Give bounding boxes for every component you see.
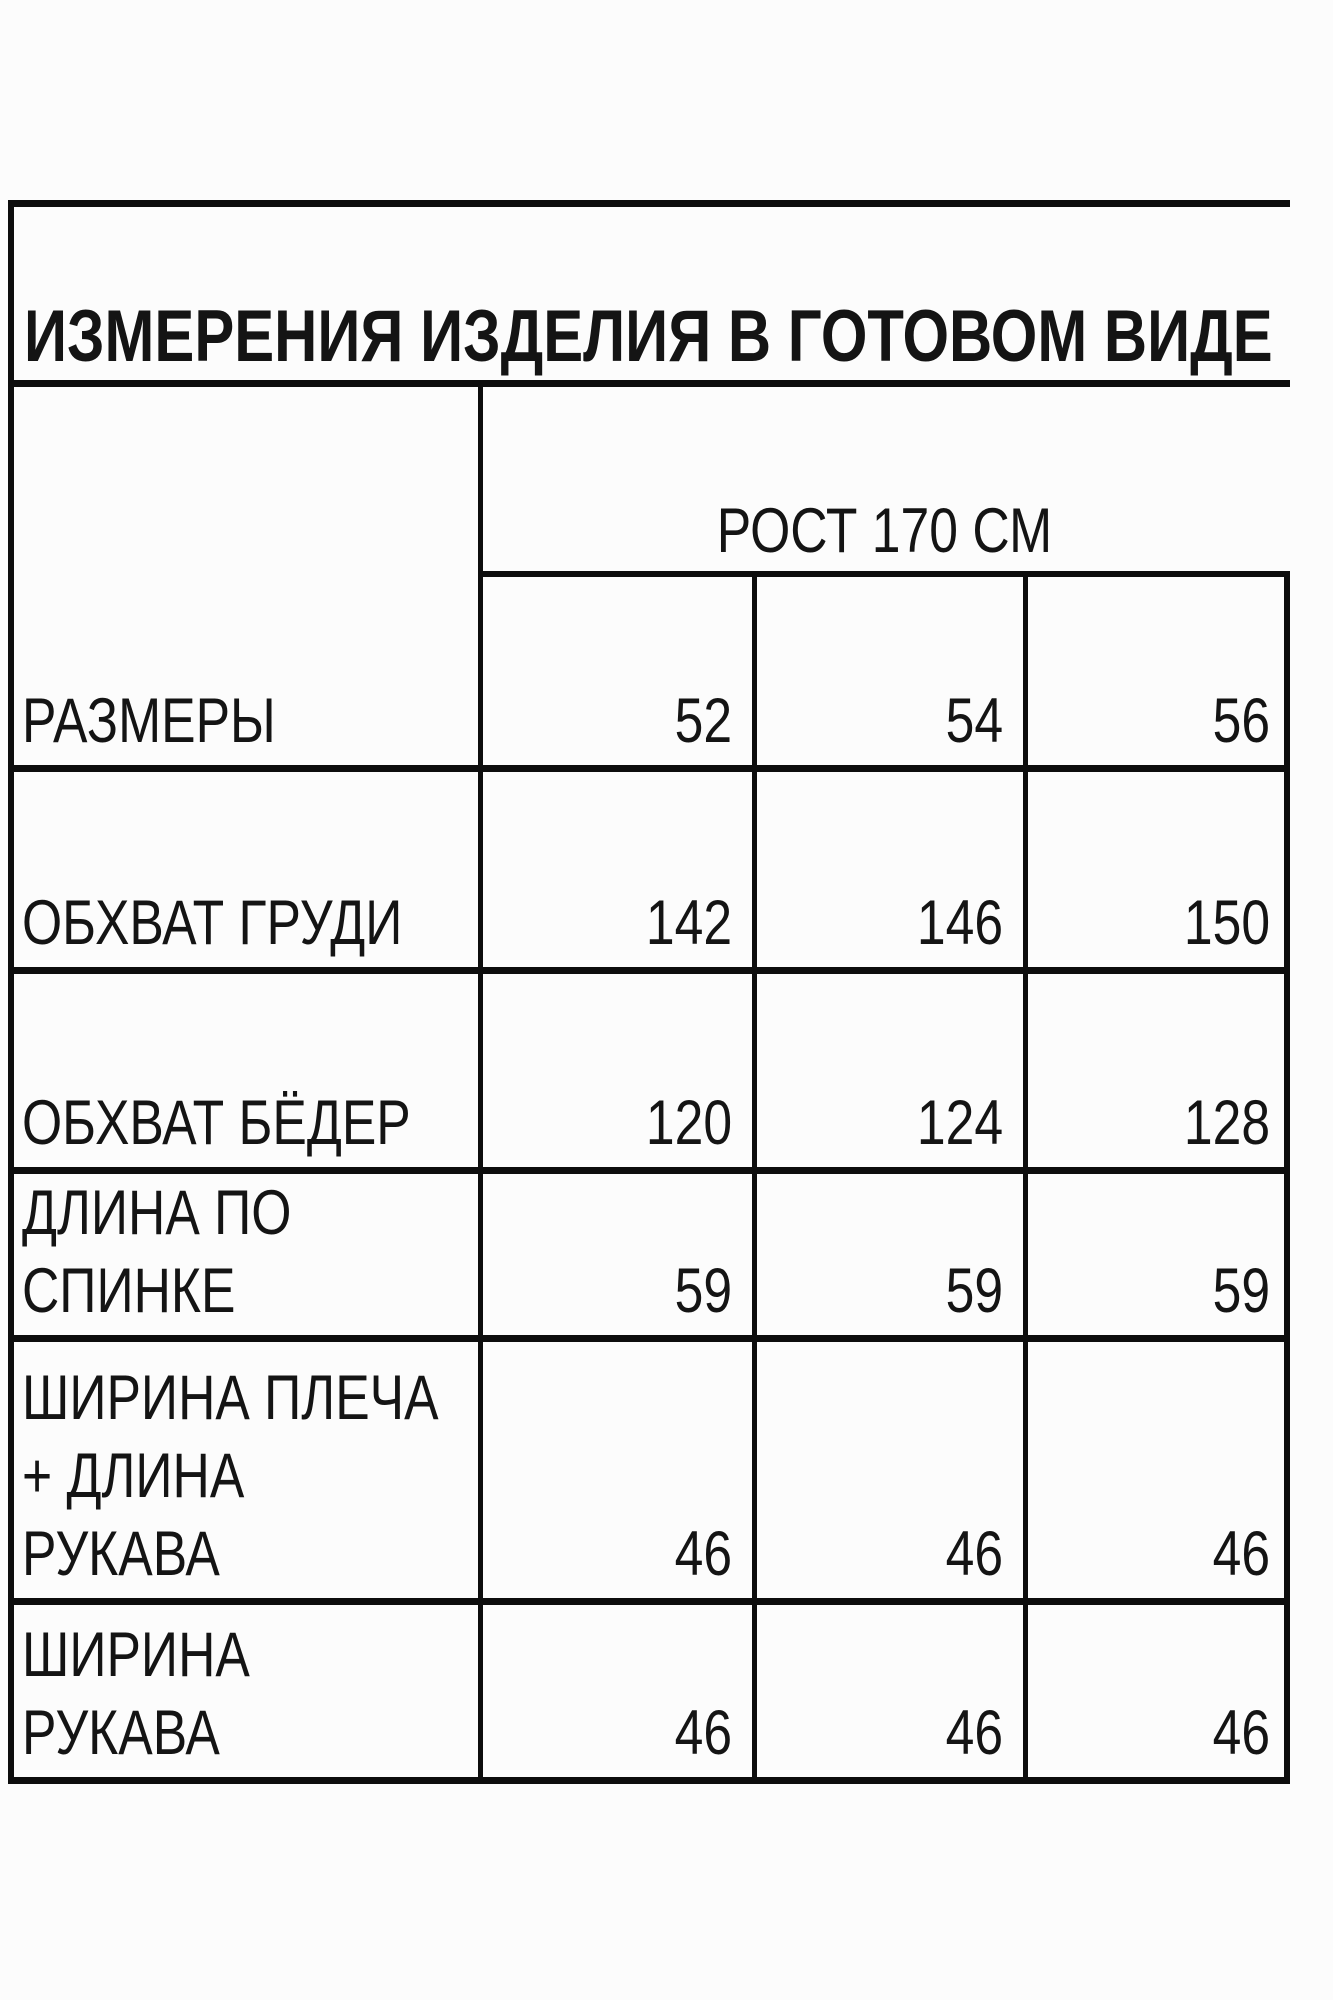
page-title: ИЗМЕРЕНИЯ ИЗДЕЛИЯ В ГОТОВОМ ВИДЕ	[24, 296, 1273, 377]
row-label-line: СПИНКЕ	[22, 1256, 236, 1326]
value: 46	[1212, 1698, 1270, 1768]
height-header-row: РОСТ 170 СМ	[8, 380, 1290, 571]
row-divider	[8, 765, 1290, 772]
value: 52	[674, 686, 732, 756]
value: 142	[645, 888, 732, 958]
value: 46	[945, 1698, 1003, 1768]
row-label-line: ШИРИНА	[22, 1620, 250, 1690]
value: 150	[1183, 888, 1270, 958]
table-left-border	[8, 200, 14, 1784]
value: 146	[916, 888, 1003, 958]
column-divider	[752, 571, 757, 1784]
value: 46	[674, 1519, 732, 1589]
value-cell: 146	[752, 765, 1023, 967]
row-label-cell: ОБХВАТ БЁДЕР	[8, 967, 478, 1167]
height-header-cell: РОСТ 170 СМ	[478, 380, 1290, 571]
table-row-sizes: РАЗМЕРЫ 52 54 56	[8, 571, 1290, 765]
value-cell: 46	[1023, 1598, 1290, 1777]
value-cell: 59	[1023, 1167, 1290, 1335]
value: 124	[916, 1088, 1003, 1158]
row-label-line: ШИРИНА ПЛЕЧА	[22, 1363, 439, 1433]
value: 59	[674, 1256, 732, 1326]
row-label-line: + ДЛИНА	[22, 1441, 245, 1511]
value: 128	[1183, 1088, 1270, 1158]
label-column-divider	[478, 380, 483, 1784]
value-cell: 120	[478, 967, 752, 1167]
value: 46	[945, 1519, 1003, 1589]
row-label: ОБХВАТ ГРУДИ	[22, 888, 403, 958]
row-label: ШИРИНА ПЛЕЧА + ДЛИНА РУКАВА	[22, 1359, 439, 1593]
value-cell: 46	[478, 1335, 752, 1598]
row-label: РАЗМЕРЫ	[22, 686, 276, 756]
value-cell: 54	[752, 571, 1023, 765]
row-label-cell: ДЛИНА ПО СПИНКЕ	[8, 1167, 478, 1335]
row-label-cell: РАЗМЕРЫ	[8, 571, 478, 765]
value: 59	[1212, 1256, 1270, 1326]
row-label: ШИРИНА РУКАВА	[22, 1616, 250, 1772]
row-divider	[8, 1167, 1290, 1174]
table-row-sleeve-width: ШИРИНА РУКАВА 46 46 46	[8, 1598, 1290, 1777]
title-row: ИЗМЕРЕНИЯ ИЗДЕЛИЯ В ГОТОВОМ ВИДЕ	[8, 200, 1290, 380]
value: 46	[674, 1698, 732, 1768]
value-cell: 56	[1023, 571, 1290, 765]
value-cell: 46	[1023, 1335, 1290, 1598]
table-right-border	[1284, 571, 1290, 1784]
table-row-back-length: ДЛИНА ПО СПИНКЕ 59 59 59	[8, 1167, 1290, 1335]
table-bottom-border	[8, 1777, 1290, 1784]
value-cell: 46	[752, 1335, 1023, 1598]
value: 54	[945, 686, 1003, 756]
row-label: ДЛИНА ПО СПИНКЕ	[22, 1174, 291, 1330]
row-label-line: РУКАВА	[22, 1519, 220, 1589]
value-cell: 142	[478, 765, 752, 967]
table-row-chest: ОБХВАТ ГРУДИ 142 146 150	[8, 765, 1290, 967]
height-header-label: РОСТ 170 СМ	[716, 496, 1052, 566]
row-divider	[8, 967, 1290, 974]
size-table: ИЗМЕРЕНИЯ ИЗДЕЛИЯ В ГОТОВОМ ВИДЕ РОСТ 17…	[8, 200, 1290, 1784]
title-underline	[8, 380, 1290, 387]
empty-corner-cell	[8, 380, 478, 571]
table-row-hips: ОБХВАТ БЁДЕР 120 124 128	[8, 967, 1290, 1167]
value: 59	[945, 1256, 1003, 1326]
row-label-cell: ШИРИНА ПЛЕЧА + ДЛИНА РУКАВА	[8, 1335, 478, 1598]
table-top-border	[8, 200, 1290, 207]
column-divider	[1023, 571, 1028, 1784]
value: 46	[1212, 1519, 1270, 1589]
row-divider	[8, 1335, 1290, 1342]
value-cell: 124	[752, 967, 1023, 1167]
value-cell: 59	[478, 1167, 752, 1335]
row-label-line: ДЛИНА ПО	[22, 1178, 292, 1248]
value-cell: 59	[752, 1167, 1023, 1335]
value-cell: 46	[752, 1598, 1023, 1777]
height-header-underline	[478, 571, 1290, 577]
row-label-line: РУКАВА	[22, 1698, 220, 1768]
row-label-cell: ОБХВАТ ГРУДИ	[8, 765, 478, 967]
value-cell: 52	[478, 571, 752, 765]
value: 120	[645, 1088, 732, 1158]
value-cell: 128	[1023, 967, 1290, 1167]
row-label-cell: ШИРИНА РУКАВА	[8, 1598, 478, 1777]
table-row-shoulder-sleeve: ШИРИНА ПЛЕЧА + ДЛИНА РУКАВА 46 46 46	[8, 1335, 1290, 1598]
row-divider	[8, 1598, 1290, 1605]
value-cell: 46	[478, 1598, 752, 1777]
row-label: ОБХВАТ БЁДЕР	[22, 1088, 411, 1158]
value-cell: 150	[1023, 765, 1290, 967]
title-cell: ИЗМЕРЕНИЯ ИЗДЕЛИЯ В ГОТОВОМ ВИДЕ	[8, 200, 1290, 380]
value: 56	[1212, 686, 1270, 756]
